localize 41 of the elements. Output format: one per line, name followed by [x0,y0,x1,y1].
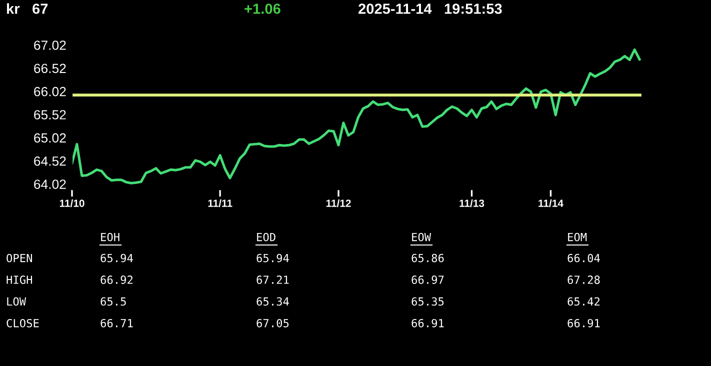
text: 67.28 [568,276,600,284]
text: CLOSE [6,318,39,328]
x-tick-label: 11/12 [326,199,351,208]
text: +1.06 [244,4,280,14]
text: 67.05 [256,318,289,328]
text: EOD [257,232,276,242]
text: 65.94 [256,254,289,262]
x-tick-label: 11/10 [60,199,84,208]
text: 65.94 [100,254,133,262]
text: 66.91 [568,318,600,328]
text: EOW [412,232,432,242]
text: OPEN [6,254,32,262]
text: 66.71 [100,318,133,328]
y-tick-label: 64.02 [34,180,66,189]
text: 66.04 [568,254,600,262]
y-tick-label: 66.52 [34,64,66,74]
text: EOM [568,232,587,242]
y-tick-label: 66.02 [34,86,66,96]
text: kr [7,3,20,14]
text: LOW [7,297,26,306]
text: 66.97 [412,276,444,284]
text: 65.5 [100,297,126,306]
line-series [72,48,641,184]
y-tick-label: 65.52 [34,110,66,120]
text: EOH [101,232,120,242]
text: 65.35 [412,297,444,306]
x-tick-label: 11/14 [538,199,564,208]
text: 65.86 [412,254,444,262]
text: HIGH [6,276,32,284]
y-tick-label: 64.52 [34,156,66,166]
x-tick-label: 11/11 [208,199,232,208]
text: 65.34 [256,297,289,306]
text: 2025-11-14 19:51:53 [358,4,502,14]
text: 66.91 [412,318,444,328]
x-tick-label: 11/13 [460,199,484,208]
y-tick-label: 65.02 [34,133,66,143]
text: 67 [32,4,48,14]
text: 65.42 [568,297,600,306]
y-tick-label: 67.02 [34,40,66,50]
text: 67.21 [256,276,289,284]
text: 66.92 [100,276,133,284]
